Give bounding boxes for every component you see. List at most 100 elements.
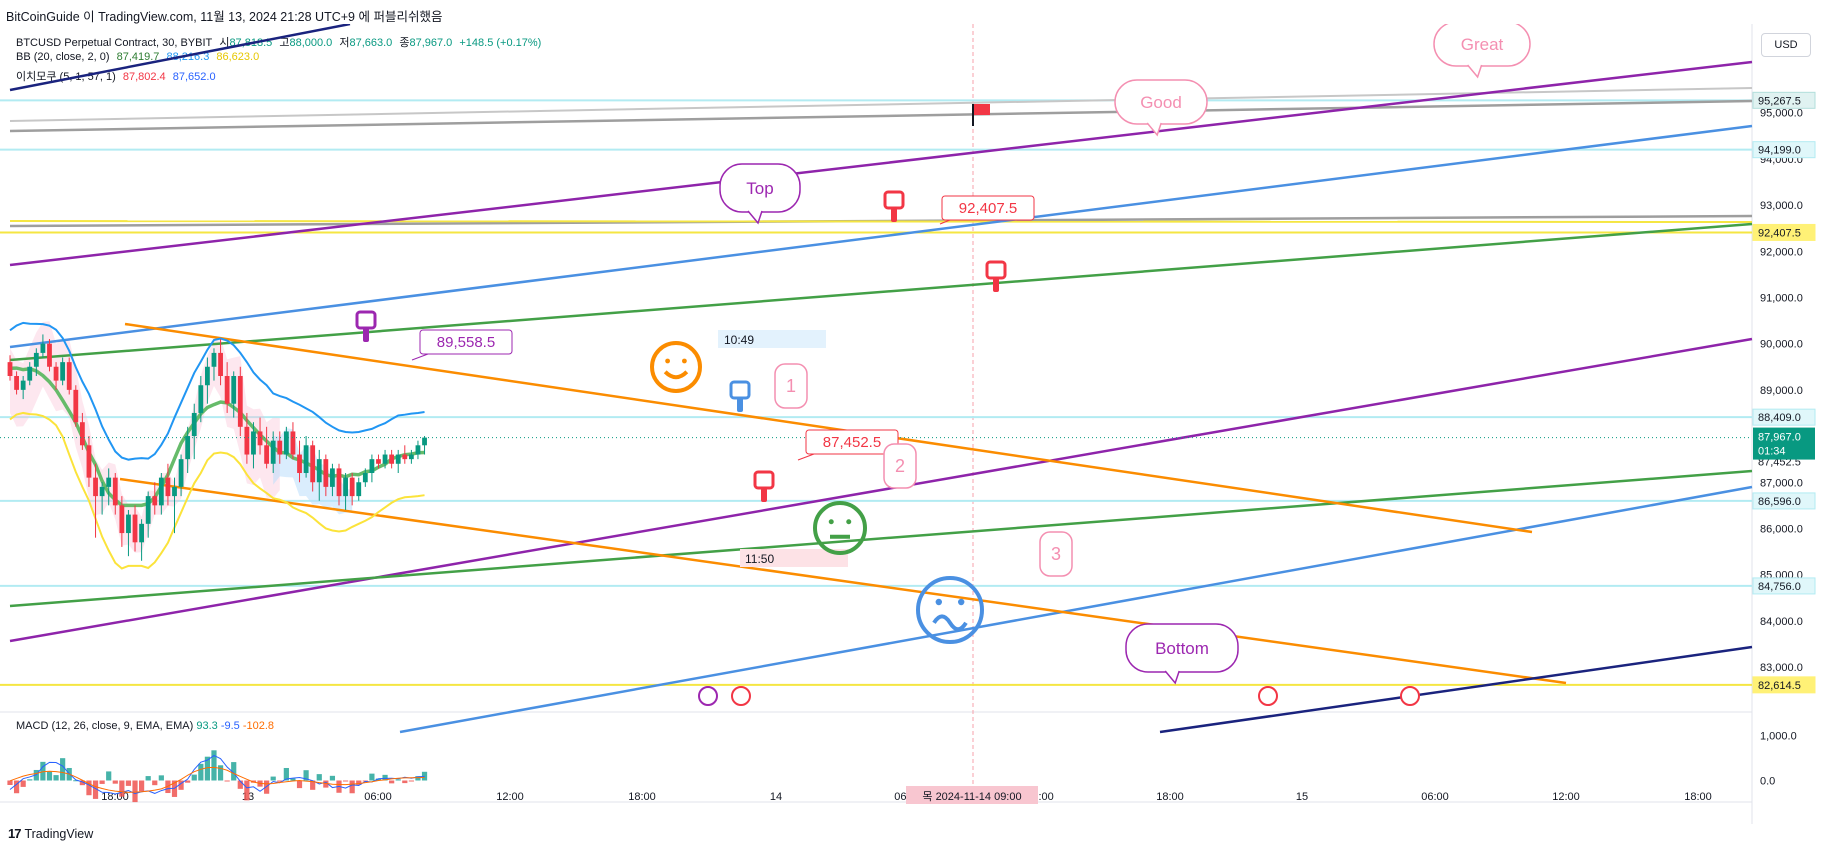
price-tag-box [1752,492,1816,510]
candle-body [66,362,72,390]
macd-histogram-bar [204,756,210,781]
macd-histogram-bar [198,763,204,781]
macd-histogram-bar [369,773,375,781]
chart-canvas[interactable]: 89,558.5 92,407.5 87,452.5 10:49 11:50 Top Goo… [0,24,1835,824]
y-tick-label: 84,000.0 [1760,616,1803,628]
macd-histogram-bar [244,780,250,801]
close-label: 종 [399,37,410,49]
time-label: 11:50 [745,552,774,566]
candle-body [218,352,223,376]
macd-histogram-bar [402,780,408,784]
candle-body [415,445,421,455]
pointing-hand-red-icon-finger [993,278,999,292]
candle-body [27,366,33,381]
candle-body [198,385,204,413]
candle-body [402,454,408,460]
footer-brand: TradingView [24,826,94,841]
x-tick-label: 15 [1296,791,1308,803]
speech-bubble-tail-3 [1164,670,1180,685]
candle-body [112,477,118,506]
number-box-0 [774,363,808,409]
macd-histogram-bar [33,769,39,781]
speech-bubble-tail-0 [747,210,763,225]
candle-body [283,431,289,455]
macd-histogram-bar [329,775,336,781]
macd-signal-line [9,766,425,793]
y-tick-label: 93,000.0 [1760,200,1803,212]
us-event-icon [1400,686,1420,706]
macd-line [9,754,425,795]
y-tick-label: 95,000.0 [1760,108,1803,120]
price-callout-label-1: 92,407.5 [959,200,1017,217]
flag-icon [974,104,990,115]
speech-bubble-tail-2 [1467,64,1483,79]
price-callout-pointer-1 [939,219,951,225]
price-tag-label: 92,407.5 [1758,227,1801,239]
ichimoku-value-2: 87,652.0 [172,71,216,83]
candle-body [53,366,59,381]
smiley-face-icon-mouth [663,370,689,380]
macd-histogram-bar [211,750,217,781]
neutral-face-icon [813,501,867,555]
macd-histogram-bar [112,780,118,784]
candle-body [139,523,144,543]
candle-body [14,376,19,390]
navy-trendline-bottom [1159,645,1753,734]
footer: 17 TradingView [8,826,93,841]
macd-legend: MACD (12, 26, close, 9, EMA, EMA) 93.3 -… [16,720,274,732]
symbol-title: BTCUSD Perpetual Contract, 30, BYBIT [16,37,213,49]
x-tick-label: 18:00 [1684,791,1712,803]
neutral-face-icon-eye-right [846,519,852,525]
last-price-tag-price: 87,967.0 [1758,432,1801,444]
macd-value: 93.3 [196,720,218,732]
price-callout-box-0 [419,329,513,355]
high-label: 고 [279,37,290,49]
pointing-hand-purple-icon-finger [363,328,369,342]
number-label-2: 3 [1051,544,1061,564]
speech-bubble-label-3: Bottom [1155,639,1209,658]
x-tick-label: 12:00 [1552,791,1580,803]
macd-histogram-bar [60,758,66,781]
worried-face-icon-mouth [932,614,968,632]
macd-histogram-bar [375,778,382,781]
macd-histogram-bar [316,774,322,781]
macd-y-tick: 0.0 [1760,776,1775,788]
price-tag-label: 84,756.0 [1758,581,1801,593]
price-tag-label: 94,199.0 [1758,145,1801,157]
candle-body [257,431,263,446]
gray-trendline-top-2 [9,87,1753,122]
y-tick-label: 89,000.0 [1760,385,1803,397]
candle-body [93,477,98,497]
candle-body [205,366,210,386]
candle-body [152,496,158,506]
y-tick-label: 86,000.0 [1760,523,1803,535]
price-callout-pointer-0 [411,353,429,361]
speech-bubble-label-2: Great [1461,35,1504,54]
time-label-box [740,549,848,567]
candle-body [408,454,414,460]
close-value: 87,967.0 [409,37,453,49]
candle-body [264,445,270,464]
candle-body [33,352,39,367]
candle-body [231,376,237,404]
low-value: 87,663.0 [349,37,393,49]
macd-histogram-bar [395,779,401,781]
currency-button[interactable]: USD [1761,33,1811,57]
bb-basis: 87,419.7 [116,51,160,63]
candle-body [297,454,302,474]
green-channel-upper [9,222,1753,362]
y-tick-label: 91,000.0 [1760,292,1803,304]
macd-signal-value: -9.5 [220,720,240,732]
macd-histogram-bar [79,780,85,786]
candle-body [343,477,348,497]
pointing-hand-red-icon [753,470,775,490]
candle-body [316,459,322,483]
price-callout-box-1 [941,195,1035,221]
price-callout-label-0: 89,558.5 [437,334,495,351]
number-box-1 [883,443,917,489]
candle-body [47,343,52,367]
price-tag-label: 82,614.5 [1758,680,1801,692]
candle-body [270,440,276,464]
candle-body [119,505,125,534]
macd-histogram-bar [224,780,230,782]
